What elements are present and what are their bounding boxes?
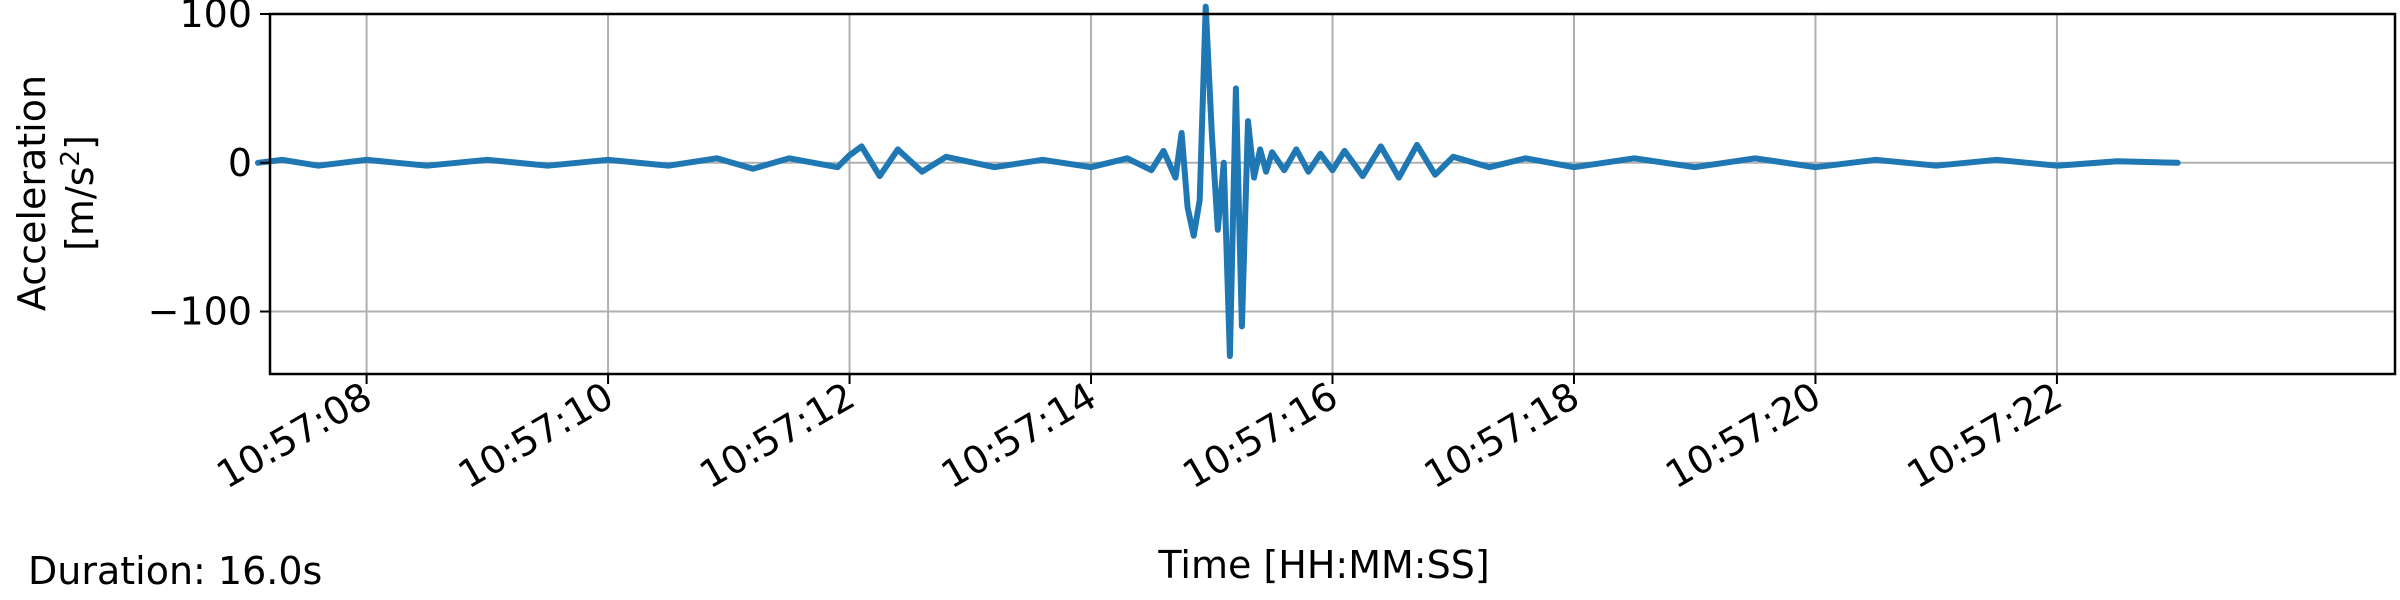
y-axis-label-line1: Acceleration [10, 75, 54, 311]
x-tick-label: 10:57:10 [451, 374, 621, 497]
y-tick-label: −100 [148, 290, 252, 334]
x-tick-label: 10:57:22 [1900, 374, 2070, 497]
y-axis-label: Acceleration [m/s2] [10, 75, 102, 311]
x-tick-label: 10:57:14 [934, 374, 1104, 497]
x-tick-label: 10:57:12 [692, 374, 862, 497]
series-line-acceleration [254, 3, 2181, 360]
y-axis-label-unit: [m/s2] [56, 135, 102, 251]
x-tick-label: 10:57:08 [209, 374, 379, 497]
duration-label: Duration: 16.0s [28, 549, 323, 593]
x-axis-label: Time [HH:MM:SS] [1157, 543, 1489, 587]
x-tick-label: 10:57:20 [1658, 374, 1828, 497]
y-tick-label: 0 [228, 141, 252, 185]
x-tick-label: 10:57:16 [1175, 374, 1345, 497]
axis-ticks: 10:57:08 10:57:10 10:57:12 10:57:14 10:57:16… [148, 0, 2070, 497]
y-tick-label: 100 [179, 0, 252, 36]
x-tick-label: 10:57:18 [1417, 374, 1587, 497]
grid-lines [270, 13, 2395, 374]
